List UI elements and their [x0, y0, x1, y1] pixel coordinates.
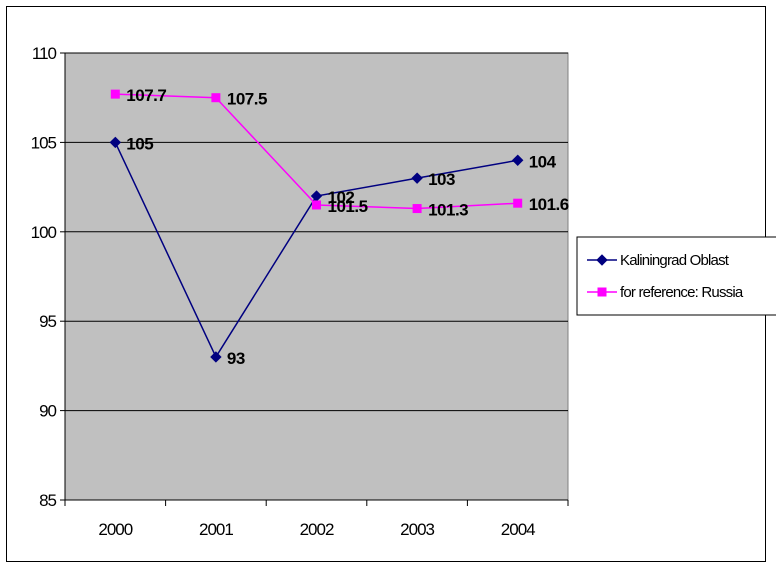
data-label: 104	[529, 152, 557, 171]
data-label: 105	[126, 134, 153, 153]
data-label: 101.5	[328, 197, 368, 216]
x-tick-label: 2004	[501, 520, 535, 539]
data-point	[312, 200, 321, 210]
legend-entry-1: for reference: Russia	[587, 284, 745, 301]
x-tick-label: 2001	[199, 520, 233, 539]
data-label: 93	[227, 349, 245, 368]
y-tick-label: 110	[32, 44, 57, 63]
data-point	[109, 136, 122, 149]
legend-marker	[597, 287, 607, 297]
legend-marker	[596, 254, 608, 266]
data-label: 103	[428, 170, 455, 189]
data-point	[210, 351, 222, 363]
series-1	[110, 89, 523, 214]
series-0	[109, 136, 524, 363]
x-tick-label: 2002	[300, 520, 334, 539]
data-point	[412, 204, 422, 214]
x-tick-label: 2003	[400, 520, 434, 539]
data-label: 101.6	[529, 195, 569, 214]
legend-label: for reference: Russia	[620, 284, 744, 301]
data-label: 107.5	[227, 90, 267, 109]
y-tick-label: 95	[39, 312, 56, 331]
plot-area	[64, 52, 569, 501]
legend-entry-0: Kaliningrad Oblast	[587, 252, 731, 269]
y-tick-label: 85	[39, 491, 56, 510]
legend-label: Kaliningrad Oblast	[620, 252, 730, 269]
data-point	[211, 93, 221, 103]
data-label: 102	[328, 188, 355, 207]
y-tick-label: 90	[39, 402, 56, 421]
data-point	[411, 172, 423, 184]
x-tick-label: 2000	[98, 520, 132, 539]
y-tick-label: 100	[31, 223, 57, 242]
data-label: 101.3	[428, 201, 468, 220]
data-point	[511, 154, 524, 166]
data-point	[513, 198, 523, 208]
legend-box	[576, 236, 776, 316]
data-label: 107.7	[126, 86, 166, 105]
data-point	[110, 89, 120, 99]
y-tick-label: 105	[31, 133, 57, 152]
